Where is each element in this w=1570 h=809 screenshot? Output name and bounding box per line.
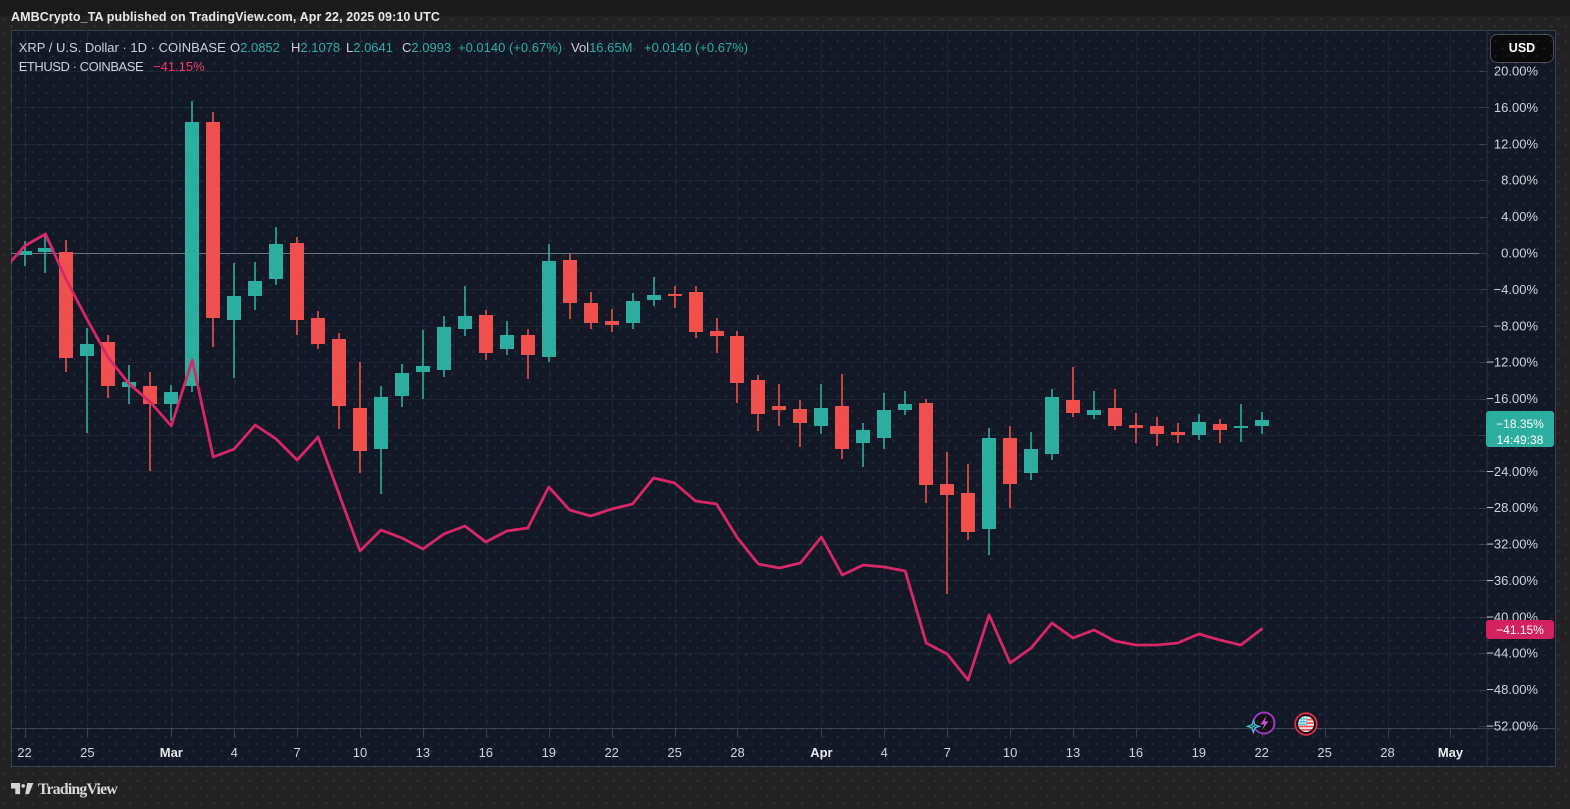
svg-text:−12.00%: −12.00%: [1486, 355, 1538, 370]
svg-text:25: 25: [667, 745, 681, 760]
svg-text:−18.35%: −18.35%: [1496, 417, 1544, 431]
svg-text:Mar: Mar: [160, 745, 183, 760]
svg-text:12.00%: 12.00%: [1494, 136, 1539, 151]
svg-text:−41.15%: −41.15%: [1496, 623, 1544, 637]
svg-text:22: 22: [1254, 745, 1268, 760]
svg-text:7: 7: [293, 745, 300, 760]
svg-text:−28.00%: −28.00%: [1486, 500, 1538, 515]
svg-text:−24.00%: −24.00%: [1486, 464, 1538, 479]
svg-text:19: 19: [1192, 745, 1206, 760]
svg-text:13: 13: [416, 745, 430, 760]
svg-text:−36.00%: −36.00%: [1486, 573, 1538, 588]
svg-text:10: 10: [353, 745, 367, 760]
svg-text:28: 28: [730, 745, 744, 760]
svg-text:16.00%: 16.00%: [1494, 100, 1539, 115]
svg-text:0.00%: 0.00%: [1501, 246, 1538, 261]
svg-text:7: 7: [944, 745, 951, 760]
svg-text:−48.00%: −48.00%: [1486, 682, 1538, 697]
svg-text:8.00%: 8.00%: [1501, 173, 1538, 188]
svg-text:22: 22: [604, 745, 618, 760]
svg-text:10: 10: [1003, 745, 1017, 760]
svg-text:28: 28: [1380, 745, 1394, 760]
svg-text:−32.00%: −32.00%: [1486, 537, 1538, 552]
svg-text:16: 16: [1129, 745, 1143, 760]
svg-text:4.00%: 4.00%: [1501, 209, 1538, 224]
svg-text:−52.00%: −52.00%: [1486, 718, 1538, 733]
svg-text:XRP / U.S. Dollar · 1D · COINB: XRP / U.S. Dollar · 1D · COINBASE O2.0852…: [19, 40, 748, 55]
svg-text:22: 22: [17, 745, 31, 760]
svg-text:−4.00%: −4.00%: [1494, 282, 1539, 297]
svg-text:ETHUSD · COINBASE−41.15%: ETHUSD · COINBASE −41.15%: [19, 59, 205, 74]
svg-text:14:49:38: 14:49:38: [1497, 433, 1544, 447]
svg-text:25: 25: [1317, 745, 1331, 760]
svg-text:4: 4: [231, 745, 238, 760]
svg-text:20.00%: 20.00%: [1494, 64, 1539, 79]
svg-text:−8.00%: −8.00%: [1494, 318, 1539, 333]
svg-text:Apr: Apr: [810, 745, 832, 760]
svg-text:16: 16: [479, 745, 493, 760]
svg-text:19: 19: [542, 745, 556, 760]
svg-text:May: May: [1438, 745, 1464, 760]
svg-text:−16.00%: −16.00%: [1486, 391, 1538, 406]
svg-text:13: 13: [1066, 745, 1080, 760]
svg-text:−44.00%: −44.00%: [1486, 646, 1538, 661]
svg-text:4: 4: [881, 745, 888, 760]
svg-text:25: 25: [80, 745, 94, 760]
